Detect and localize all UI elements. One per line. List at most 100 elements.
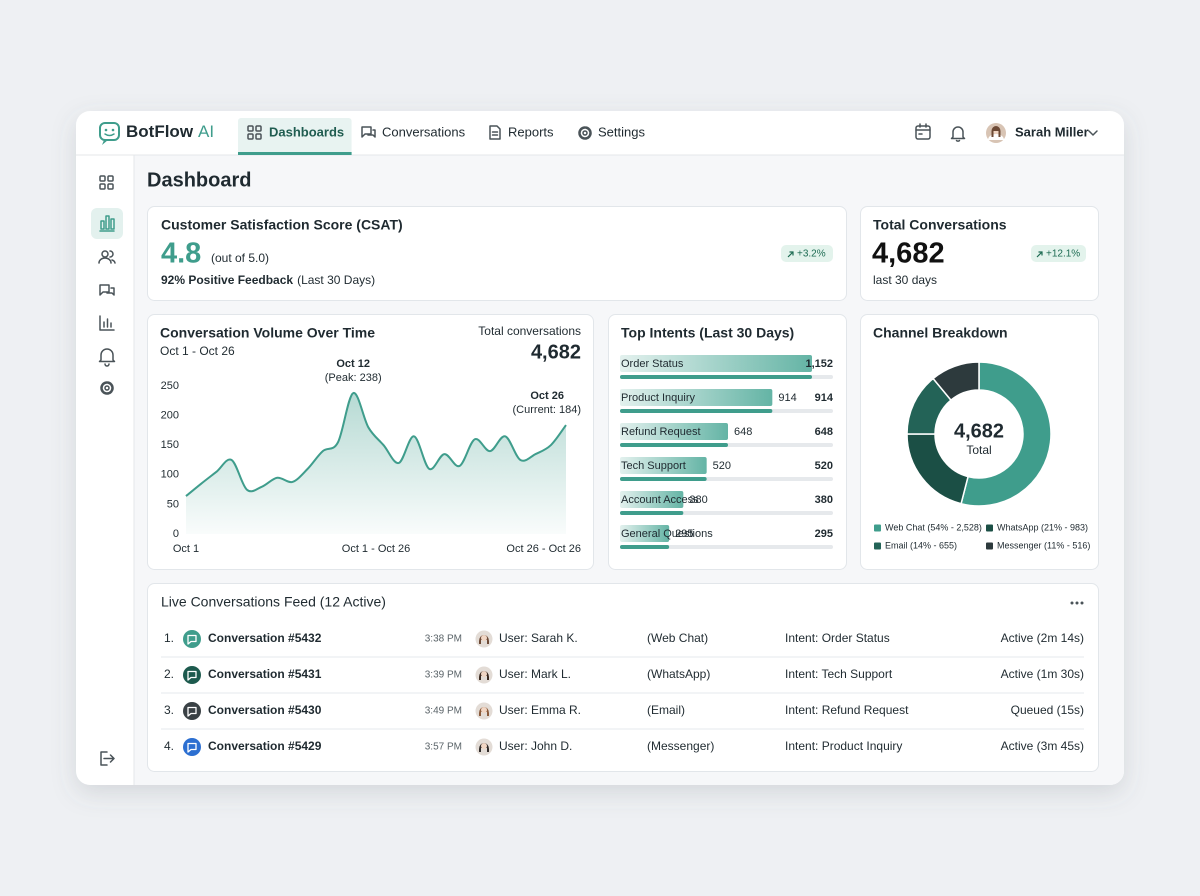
channel-icon [183,738,201,756]
chart-title: Conversation Volume Over Time [160,325,375,341]
csat-value: 4.8 [161,238,201,270]
calendar-button[interactable] [915,123,931,140]
bar-value: 914 [815,392,834,404]
avatar-face [481,743,487,749]
bar-label: Account Access [621,494,699,506]
nav-tab[interactable]: Reports [508,124,554,139]
sidebar-logout[interactable] [100,751,115,766]
y-tick-label: 200 [161,410,179,422]
sidebar-reports[interactable] [99,315,115,331]
status: Queued (15s) [1011,703,1084,717]
row-number: 3. [164,703,174,717]
avatar-face [481,671,487,677]
total-label: Total conversations [478,324,581,338]
total-card [860,206,1099,301]
feed-row[interactable]: 2. Conversation #5431 3:39 PM User: Mark L.… [164,666,1084,684]
feed-menu[interactable] [1070,601,1084,605]
legend-swatch [986,542,993,550]
y-tick-label: 250 [161,380,179,392]
x-tick-label: Oct 26 - Oct 26 [506,543,581,555]
brand-logo[interactable]: BotFlow AI [99,122,214,145]
channel-card [860,314,1099,570]
bar-progress [620,375,812,379]
intent: Intent: Refund Request [785,703,909,717]
notifications-button[interactable] [950,126,966,142]
bar-progress [620,511,684,515]
conversation-id: Conversation #5432 [208,631,322,645]
bar-label: Order Status [621,358,684,370]
sidebar-active-bg [91,208,123,239]
channel-glyph [187,670,197,681]
donut-segment [960,361,1052,507]
legend-swatch [986,524,993,532]
status: Active (1m 30s) [1001,667,1084,681]
row-number: 1. [164,631,174,645]
total-period: last 30 days [873,273,937,287]
page-title: Dashboard [147,169,251,191]
feed-row[interactable]: 1. Conversation #5432 3:38 PM User: Sarah K… [164,630,1084,648]
bar-label: Refund Request [621,426,701,438]
sidebar-home[interactable] [99,175,114,190]
avatar-face [481,707,487,713]
csat-positive: 92% Positive Feedback [161,273,293,287]
bar-label: General Questions [621,528,713,540]
y-tick-label: 50 [167,498,179,510]
time: 3:39 PM [425,670,462,681]
bar-value-inline: 648 [734,426,752,438]
card-title: Total Conversations [873,217,1007,233]
chart-title: Channel Breakdown [873,325,1008,341]
sidebar-settings[interactable] [100,381,114,395]
user-avatar[interactable] [986,123,1006,143]
legend-swatch [874,542,881,550]
bar [620,355,812,372]
nav-tabs: Dashboards Conversations Reports Setting… [238,118,645,155]
sidebar-chats[interactable] [99,284,115,296]
nav-tab[interactable]: Conversations [382,124,466,139]
feed-row[interactable]: 4. Conversation #5429 3:57 PM User: John D.… [164,738,1084,756]
avatar-face [481,635,487,641]
settings-icon [578,126,592,140]
channel: (Email) [647,703,685,717]
feed-row[interactable]: 3. Conversation #5430 3:49 PM User: Emma R.… [164,702,1084,720]
bar-value: 1,152 [805,358,833,370]
bar-value-inline: 520 [713,460,731,472]
bar-value-inline: 914 [778,392,796,404]
sidebar-analytics[interactable] [99,215,115,232]
change-badge [781,245,833,262]
intent: Intent: Product Inquiry [785,739,902,753]
sidebar-users[interactable] [98,250,116,264]
channel-icon [183,630,201,648]
bar-progress [620,409,773,413]
sidebar-alerts[interactable] [98,348,116,367]
nav-tab[interactable]: Dashboards [269,124,344,139]
legend-label: Web Chat (54% - 2,528) [885,522,982,532]
area-fill [186,392,566,534]
chart-title: Top Intents (Last 30 Days) [621,325,794,341]
bar [620,423,728,440]
line-chart: 0 50 100 150 200 250 Oct 1 Oct 1 - Oct 26 Oct 26… [161,358,581,555]
conversation-id: Conversation #5430 [208,703,322,717]
legend-label: Email (14% - 655) [885,540,957,550]
time: 3:38 PM [425,634,462,645]
nav-tab[interactable]: Settings [598,124,645,139]
legend-label: WhatsApp (21% - 983) [997,522,1088,532]
brand: BotFlow [126,122,194,141]
conversation-id: Conversation #5429 [208,739,322,753]
bar-value: 295 [815,528,833,540]
user-name[interactable]: Sarah Miller [1015,124,1089,139]
csat-card [147,206,847,301]
status: Active (2m 14s) [1001,631,1084,645]
row-number: 4. [164,739,174,753]
total-value: 4,682 [531,341,581,363]
y-tick-label: 0 [173,528,179,540]
bar-value-inline: 380 [689,494,707,506]
csat-scale: (out of 5.0) [211,251,269,265]
donut-center-label: Total [966,443,991,457]
line [185,392,567,497]
donut-segment [932,361,980,402]
user-menu-chevron[interactable] [1088,130,1098,136]
user-name: User: Mark L. [499,667,571,681]
row-number: 2. [164,667,174,681]
y-tick-label: 150 [161,439,179,451]
